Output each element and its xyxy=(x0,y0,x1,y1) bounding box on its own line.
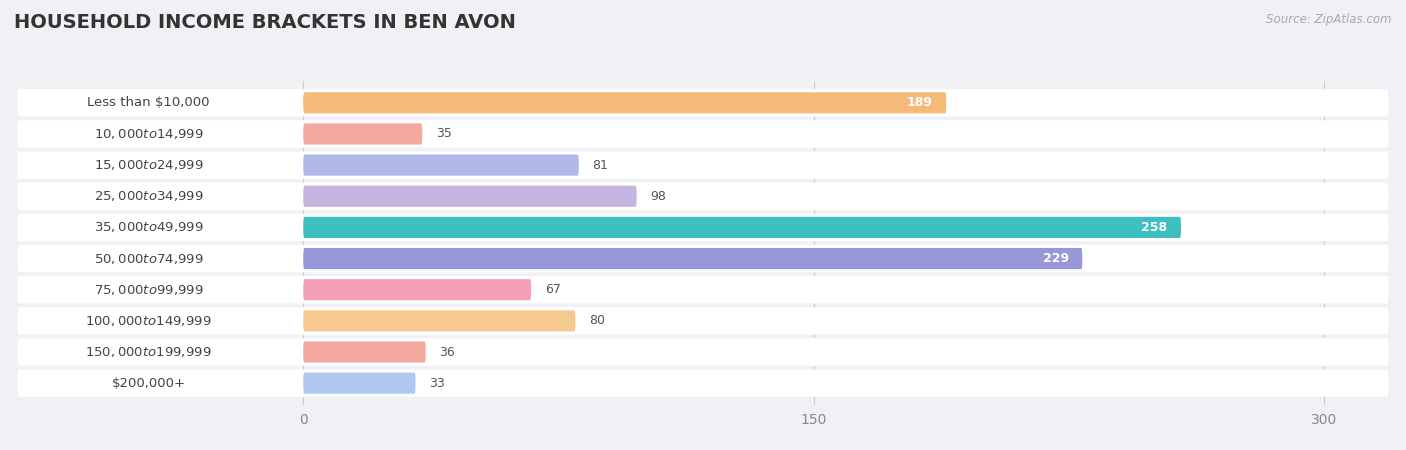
FancyBboxPatch shape xyxy=(21,249,276,268)
FancyBboxPatch shape xyxy=(17,307,1389,335)
Text: $200,000+: $200,000+ xyxy=(111,377,186,390)
FancyBboxPatch shape xyxy=(304,248,1083,269)
Text: $150,000 to $199,999: $150,000 to $199,999 xyxy=(86,345,212,359)
Text: Source: ZipAtlas.com: Source: ZipAtlas.com xyxy=(1267,14,1392,27)
FancyBboxPatch shape xyxy=(17,214,1389,241)
FancyBboxPatch shape xyxy=(304,342,426,363)
Text: $35,000 to $49,999: $35,000 to $49,999 xyxy=(94,220,204,234)
Text: 229: 229 xyxy=(1043,252,1069,265)
FancyBboxPatch shape xyxy=(304,279,531,300)
FancyBboxPatch shape xyxy=(21,311,276,330)
FancyBboxPatch shape xyxy=(17,338,1389,366)
Text: Less than $10,000: Less than $10,000 xyxy=(87,96,209,109)
FancyBboxPatch shape xyxy=(17,245,1389,272)
FancyBboxPatch shape xyxy=(304,310,575,332)
FancyBboxPatch shape xyxy=(21,94,276,112)
FancyBboxPatch shape xyxy=(17,369,1389,397)
FancyBboxPatch shape xyxy=(304,217,1181,238)
FancyBboxPatch shape xyxy=(21,218,276,237)
FancyBboxPatch shape xyxy=(21,280,276,299)
FancyBboxPatch shape xyxy=(17,120,1389,148)
Text: $25,000 to $34,999: $25,000 to $34,999 xyxy=(94,189,204,203)
FancyBboxPatch shape xyxy=(21,343,276,361)
Text: 189: 189 xyxy=(907,96,932,109)
Text: $50,000 to $74,999: $50,000 to $74,999 xyxy=(94,252,204,266)
FancyBboxPatch shape xyxy=(304,154,579,176)
Text: 36: 36 xyxy=(439,346,456,359)
FancyBboxPatch shape xyxy=(17,151,1389,179)
FancyBboxPatch shape xyxy=(17,183,1389,210)
Text: $75,000 to $99,999: $75,000 to $99,999 xyxy=(94,283,204,297)
FancyBboxPatch shape xyxy=(21,187,276,206)
Text: 33: 33 xyxy=(429,377,444,390)
Text: 98: 98 xyxy=(650,190,666,203)
Text: $10,000 to $14,999: $10,000 to $14,999 xyxy=(94,127,204,141)
Text: $100,000 to $149,999: $100,000 to $149,999 xyxy=(86,314,212,328)
Text: HOUSEHOLD INCOME BRACKETS IN BEN AVON: HOUSEHOLD INCOME BRACKETS IN BEN AVON xyxy=(14,14,516,32)
FancyBboxPatch shape xyxy=(17,89,1389,117)
Text: 35: 35 xyxy=(436,127,451,140)
Text: 67: 67 xyxy=(544,283,561,296)
Text: 81: 81 xyxy=(592,158,609,171)
FancyBboxPatch shape xyxy=(21,125,276,143)
Text: 258: 258 xyxy=(1142,221,1167,234)
FancyBboxPatch shape xyxy=(304,373,416,394)
FancyBboxPatch shape xyxy=(21,374,276,392)
FancyBboxPatch shape xyxy=(304,123,422,144)
FancyBboxPatch shape xyxy=(304,186,637,207)
Text: $15,000 to $24,999: $15,000 to $24,999 xyxy=(94,158,204,172)
FancyBboxPatch shape xyxy=(304,92,946,113)
FancyBboxPatch shape xyxy=(17,276,1389,303)
FancyBboxPatch shape xyxy=(21,156,276,175)
Text: 80: 80 xyxy=(589,315,605,328)
